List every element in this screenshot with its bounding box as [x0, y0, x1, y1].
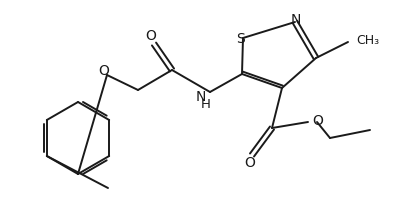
Text: O: O [98, 64, 110, 78]
Text: H: H [201, 98, 211, 111]
Text: O: O [312, 114, 323, 128]
Text: N: N [291, 13, 301, 27]
Text: O: O [245, 156, 255, 170]
Text: O: O [145, 29, 156, 43]
Text: CH₃: CH₃ [356, 33, 379, 47]
Text: S: S [237, 32, 245, 46]
Text: N: N [196, 90, 206, 104]
